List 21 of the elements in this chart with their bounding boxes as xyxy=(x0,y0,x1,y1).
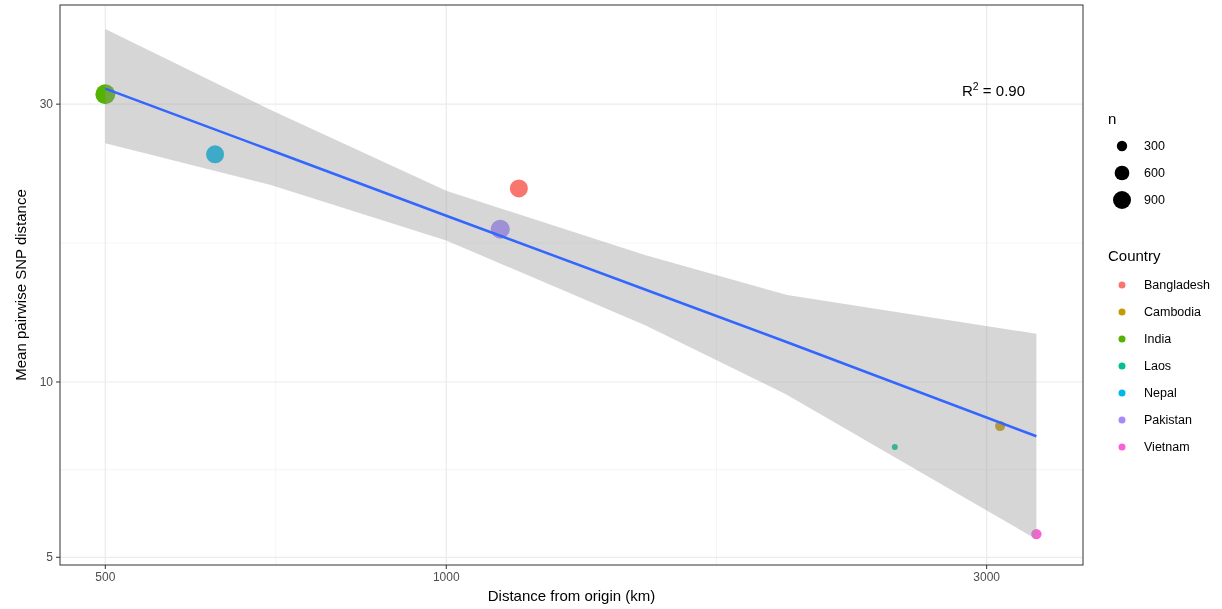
annotation: R$^{2}$ = 0.90 xyxy=(962,80,1025,99)
y-tick-label: 10 xyxy=(39,375,54,389)
y-axis-title: Mean pairwise SNP distance xyxy=(12,189,29,381)
x-axis-title: Distance from origin (km) xyxy=(487,587,656,604)
legend-label: 900 xyxy=(1144,193,1165,207)
y-tick-label: 5 xyxy=(46,550,54,565)
legend-label: Bangladesh xyxy=(1144,278,1211,292)
legend-title: Country xyxy=(1108,247,1162,264)
legend-label: 600 xyxy=(1144,166,1165,180)
legend-label: Pakistan xyxy=(1144,413,1192,427)
text: n xyxy=(1108,110,1117,127)
legend-label: Laos xyxy=(1144,359,1172,373)
x-tick-label: 1000 xyxy=(432,570,460,584)
x-tick-label: 3000 xyxy=(973,570,1001,584)
y-tick-label: 30 xyxy=(39,97,54,112)
legend-label: Vietnam xyxy=(1144,440,1190,454)
legend-label: 300 xyxy=(1144,139,1165,153)
legend-label: Nepal xyxy=(1144,386,1177,400)
x-tick-label: 500 xyxy=(95,570,116,584)
legend-label: Cambodia xyxy=(1144,305,1202,319)
legend-label: India xyxy=(1144,332,1172,346)
